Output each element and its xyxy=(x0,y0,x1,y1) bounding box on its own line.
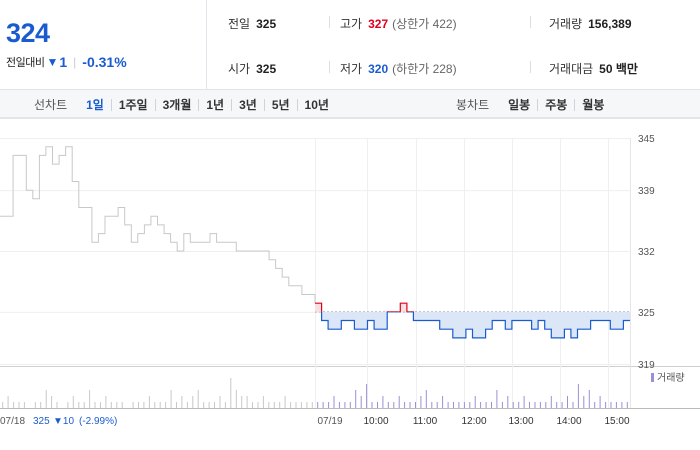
high-value: 327 xyxy=(368,17,389,31)
candle-chart-title: 봉차트 xyxy=(456,98,490,112)
down-arrow-icon: ▼ xyxy=(46,55,59,69)
high-label: 고가 xyxy=(340,17,363,31)
volume-cell: 거래량 156,389 xyxy=(549,15,632,32)
tab-monthly[interactable]: 월봉 xyxy=(574,98,611,111)
tab-1day[interactable]: 1일 xyxy=(86,97,104,112)
low-value: 320 xyxy=(368,62,389,76)
high-cell: 고가 327 (상한가 422) xyxy=(340,15,457,32)
tab-1week[interactable]: 1주일 xyxy=(110,98,155,111)
prev-close-label: 전일 xyxy=(228,17,251,31)
today-date-label: 07/19 xyxy=(317,416,342,427)
prev-day-close-label: 325 xyxy=(33,416,50,427)
divider xyxy=(530,16,531,28)
open-label: 시가 xyxy=(228,62,251,76)
volume-legend-swatch xyxy=(651,373,654,382)
candle-chart-tabs: 봉차트 일봉 주봉 월봉 xyxy=(456,96,611,113)
volume-value: 156,389 xyxy=(588,17,632,31)
change-row: 전일대비 ▼ 1 | -0.31% xyxy=(6,54,127,70)
y-tick-label: 319 xyxy=(638,360,655,371)
prev-day-date-label: 07/18 xyxy=(0,416,25,427)
x-tick-label: 10:00 xyxy=(363,416,388,427)
x-tick-label: 15:00 xyxy=(604,416,629,427)
tab-weekly[interactable]: 주봉 xyxy=(537,98,574,111)
low-label: 저가 xyxy=(340,62,363,76)
prev-day-series-line xyxy=(0,146,316,304)
y-tick-label: 332 xyxy=(638,247,655,258)
x-tick-label: 12:00 xyxy=(461,416,486,427)
x-tick-label: 11:00 xyxy=(413,416,438,427)
divider xyxy=(329,16,330,28)
current-price-box: 324 전일대비 ▼ 1 | -0.31% xyxy=(0,0,207,90)
prev-day-change-label: ▼10 xyxy=(53,416,74,427)
tab-3month[interactable]: 3개월 xyxy=(154,98,199,111)
amount-label: 거래대금 xyxy=(549,62,594,76)
y-tick-label: 325 xyxy=(638,308,655,319)
divider xyxy=(329,61,330,73)
chart-period-tabs: 선차트 1일 1주일 3개월 1년 3년 5년 10년 봉차트 일봉 주봉 월봉 xyxy=(0,90,700,118)
open-value: 325 xyxy=(256,62,277,76)
x-tick-label: 14:00 xyxy=(556,416,581,427)
line-chart-title: 선차트 xyxy=(34,98,68,112)
open-cell: 시가 325 xyxy=(228,60,276,77)
tab-5year[interactable]: 5년 xyxy=(263,98,297,111)
tab-3year[interactable]: 3년 xyxy=(231,98,264,111)
change-percent: -0.31% xyxy=(82,54,127,70)
today-fill-below xyxy=(321,311,630,338)
change-divider: | xyxy=(73,55,77,69)
y-tick-label: 339 xyxy=(638,186,655,197)
divider xyxy=(530,61,531,73)
change-value: 1 xyxy=(59,54,68,70)
prev-day-change-pct-label: (-2.99%) xyxy=(79,416,117,427)
tab-10year[interactable]: 10년 xyxy=(296,98,336,111)
y-tick-label: 345 xyxy=(638,134,655,145)
amount-value: 50 백만 xyxy=(599,62,638,76)
quote-summary: 324 전일대비 ▼ 1 | -0.31% 전일 325 시가 325 고가 3… xyxy=(0,0,700,90)
lower-limit: (하한가 228) xyxy=(392,62,457,76)
x-tick-label: 13:00 xyxy=(508,416,533,427)
change-label: 전일대비 xyxy=(6,57,45,69)
tab-1year[interactable]: 1년 xyxy=(198,98,231,111)
low-cell: 저가 320 (하한가 228) xyxy=(340,60,457,77)
upper-limit: (상한가 422) xyxy=(392,17,457,31)
volume-legend-label: 거래량 xyxy=(657,372,685,384)
line-chart-tabs: 선차트 1일 1주일 3개월 1년 3년 5년 10년 xyxy=(34,96,336,113)
tab-daily[interactable]: 일봉 xyxy=(508,97,531,112)
amount-cell: 거래대금 50 백만 xyxy=(549,60,638,77)
current-price: 324 xyxy=(6,18,50,48)
volume-label: 거래량 xyxy=(549,17,583,31)
prev-close-value: 325 xyxy=(256,17,277,31)
today-series-line-down xyxy=(321,311,630,339)
prev-close-cell: 전일 325 xyxy=(228,15,276,32)
